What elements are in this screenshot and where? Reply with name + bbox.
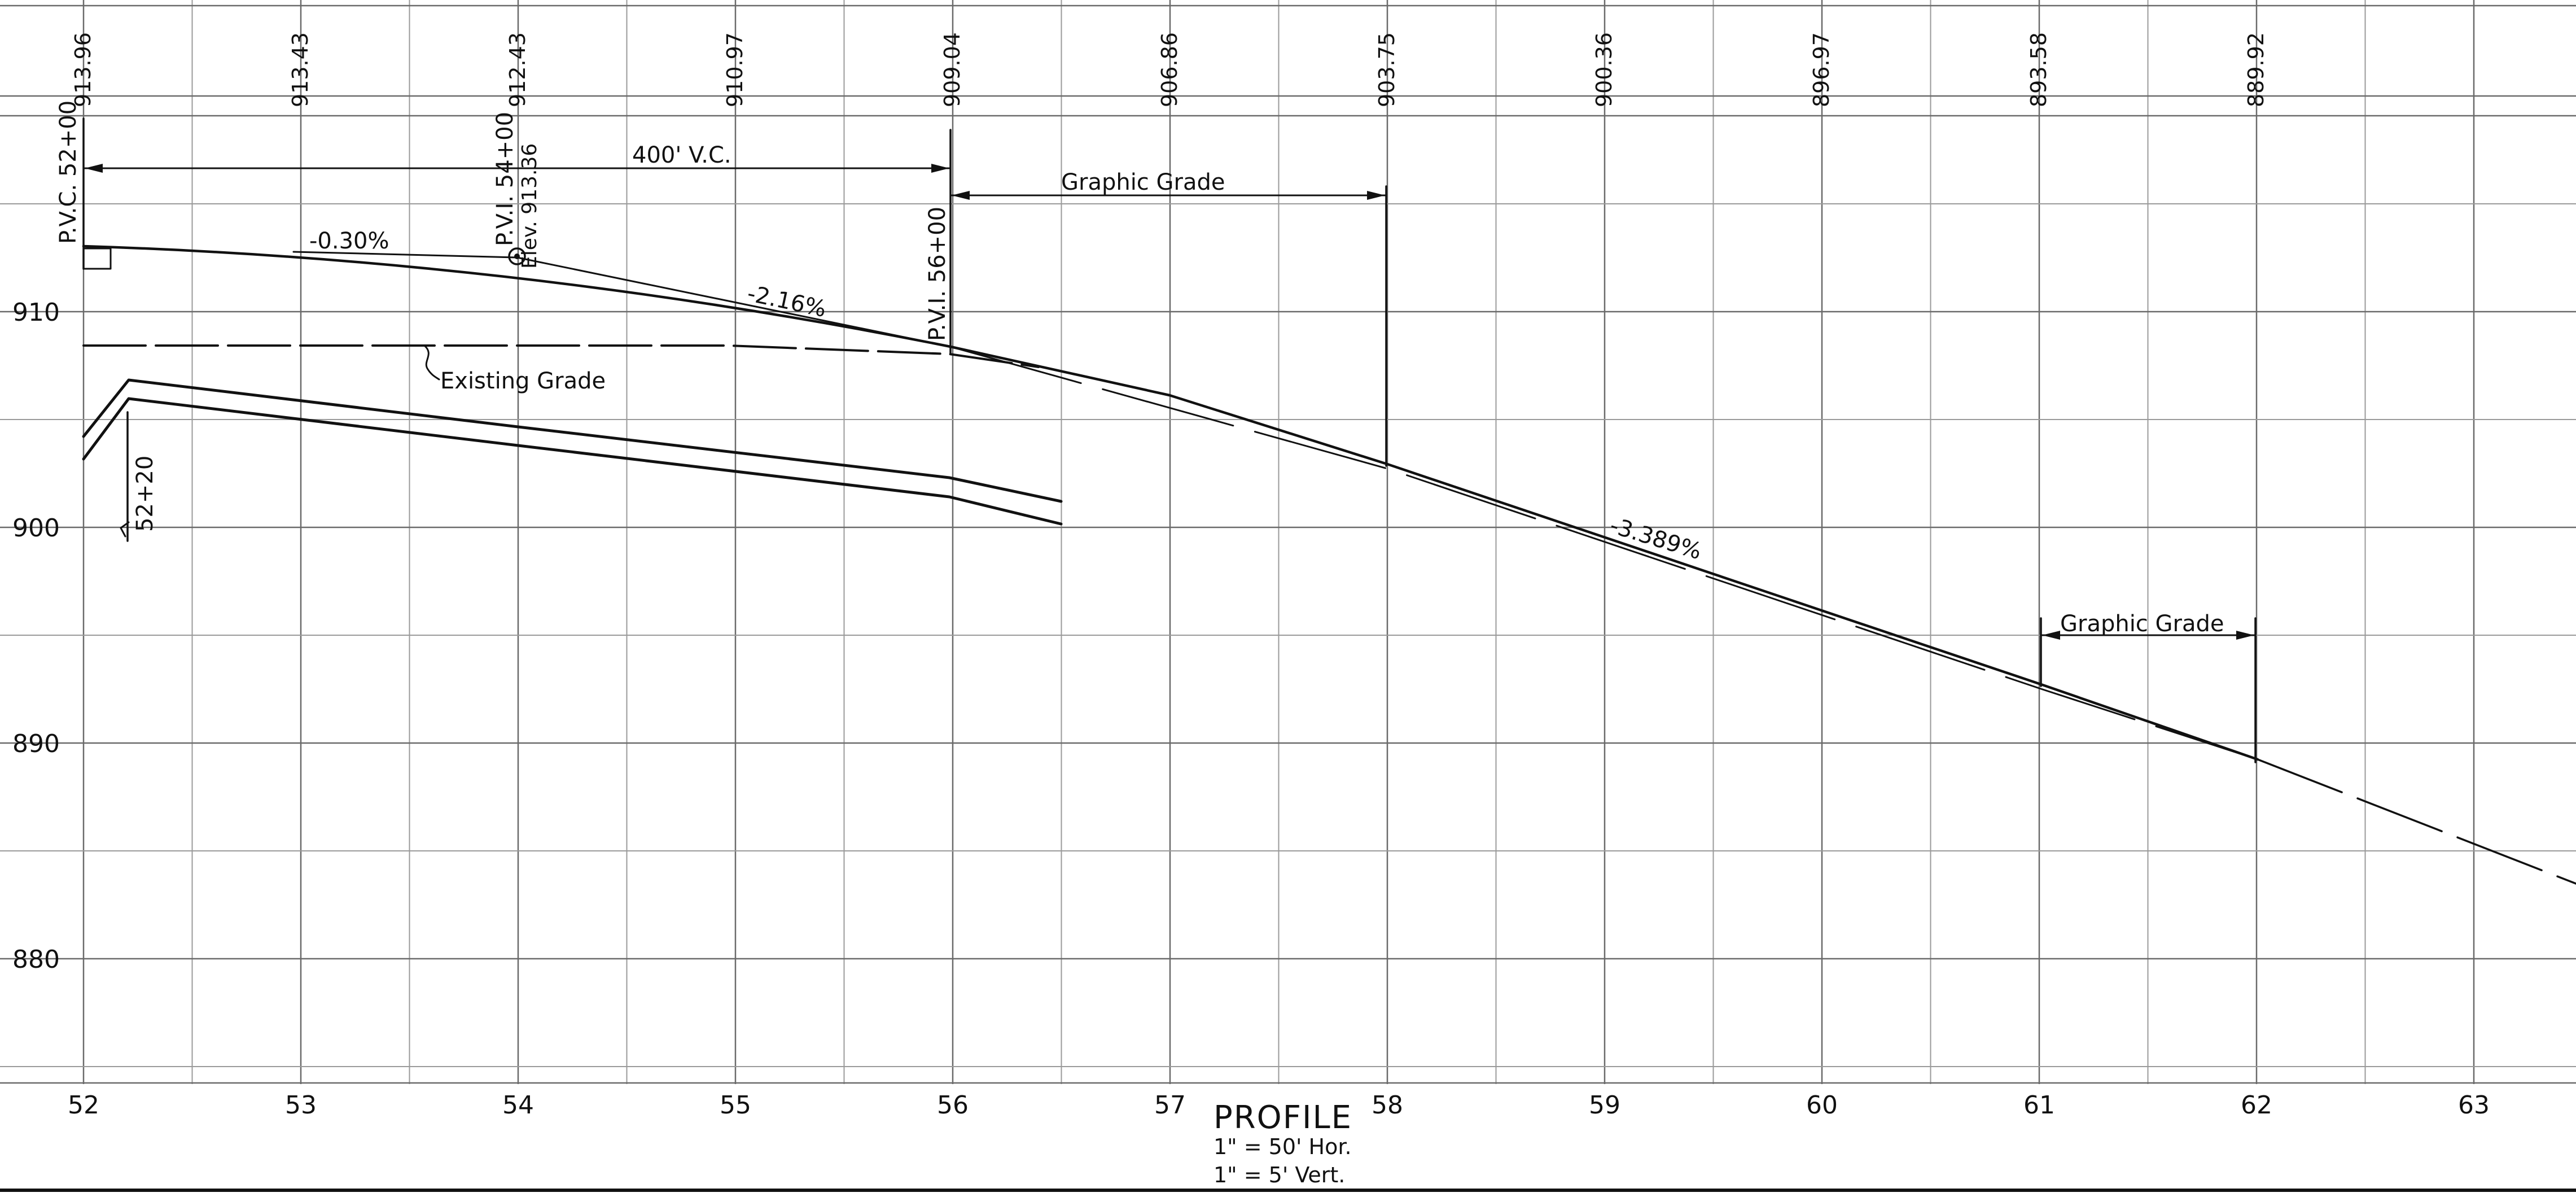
graphic-grade-1-arrow-right-icon <box>1367 191 1385 200</box>
vertical-grid <box>82 0 2475 1084</box>
pvi-54-circle-icon <box>508 247 526 265</box>
station-label: 55 <box>720 1091 751 1120</box>
elevation-label: 910 <box>12 298 60 327</box>
graphic-grade-line <box>949 346 2259 761</box>
station-label: 56 <box>937 1091 969 1120</box>
top-elevation-label: 910.97 <box>722 32 747 107</box>
pvc-label: P.V.C. 52+00 <box>55 101 81 244</box>
top-elevation-label: 889.92 <box>2244 32 2268 107</box>
pvi-56-label: P.V.I. 56+00 <box>925 207 950 341</box>
existing-grade-line <box>82 344 1040 368</box>
top-elevation-label: 909.04 <box>940 32 965 107</box>
station-label: 54 <box>502 1091 534 1120</box>
pvi-54-elevation: Elev. 913.36 <box>518 143 541 269</box>
station-label: 53 <box>285 1091 317 1120</box>
graphic-grade-2-arrow-right-icon <box>2236 631 2254 640</box>
station-label: 60 <box>1806 1091 1838 1120</box>
existing-ground-upper <box>82 378 1063 503</box>
top-elevation-label: 913.43 <box>288 32 313 107</box>
top-elevation-label: 896.97 <box>1809 32 1834 107</box>
station-label: 63 <box>2458 1091 2490 1120</box>
top-elevation-row: 913.96 913.43 912.43 910.97 909.04 906.86 903.… <box>71 32 2268 107</box>
scale-vertical: 1" = 5' Vert. <box>1213 1163 1345 1187</box>
station-label: 52 <box>68 1091 99 1120</box>
vc-arrow-left-icon <box>85 164 103 173</box>
station-label: 62 <box>2241 1091 2272 1120</box>
station-label: 59 <box>1589 1091 1620 1120</box>
graphic-grade-2-arrow-left-icon <box>2042 631 2060 640</box>
elevation-label: 890 <box>12 729 60 758</box>
top-elevation-label: 906.86 <box>1157 32 1182 107</box>
elevation-label: 880 <box>12 945 60 974</box>
drawing-title: PROFILE <box>1213 1099 1352 1136</box>
tangent-grade-2 <box>516 256 952 348</box>
pvi-54-label: P.V.I. 54+00 <box>492 112 518 246</box>
existing-grade-label: Existing Grade <box>440 368 606 394</box>
scale-horizontal: 1" = 50' Hor. <box>1213 1134 1352 1159</box>
top-elevation-label: 903.75 <box>1374 32 1399 107</box>
station-label: 58 <box>1372 1091 1403 1120</box>
top-elevation-label: 900.36 <box>1592 32 1616 107</box>
pvc-corner-mark <box>82 247 112 270</box>
elevation-label: 900 <box>12 514 60 543</box>
vc-arrow-right-icon <box>931 164 949 173</box>
pvi-54-point <box>514 254 520 259</box>
top-elevation-label: 913.96 <box>71 32 95 107</box>
top-elevation-label: 912.43 <box>505 32 530 107</box>
sta-52-20-label: 52+20 <box>132 456 158 532</box>
elevation-axis: 910 900 890 880 <box>12 298 60 974</box>
sta-52-20-hook <box>120 521 130 538</box>
existing-grade-leader <box>423 344 440 381</box>
station-axis: 52 53 54 55 56 57 58 59 60 61 62 63 <box>68 1091 2490 1120</box>
grade-1-label: -0.30% <box>309 228 389 254</box>
existing-ground-lower <box>82 397 1063 526</box>
station-label: 57 <box>1154 1091 1186 1120</box>
proposed-grade-extension <box>2257 758 2576 885</box>
graphic-grade-1-arrow-left-icon <box>952 191 970 200</box>
graphic-grade-2-label: Graphic Grade <box>2060 611 2224 637</box>
top-elevation-label: 893.58 <box>2026 32 2051 107</box>
graphic-grade-1-label: Graphic Grade <box>1061 169 1225 195</box>
tangent-grade-1 <box>292 251 518 259</box>
station-label: 61 <box>2023 1091 2055 1120</box>
vertical-curve-label: 400' V.C. <box>632 142 731 168</box>
